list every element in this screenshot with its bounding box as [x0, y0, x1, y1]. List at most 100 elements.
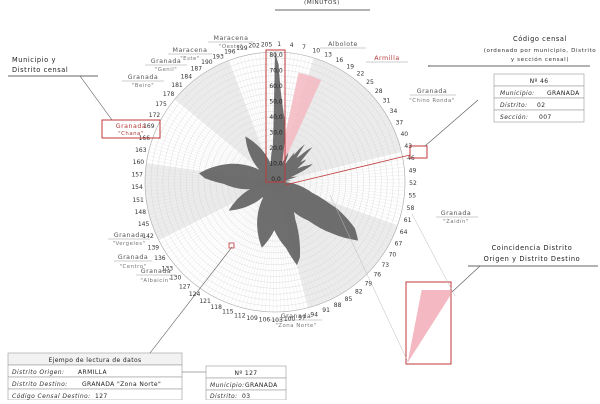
ring-number: 142	[142, 233, 154, 240]
ring-number: 82	[355, 289, 363, 296]
label-granada-chana-sub: "Chana"	[118, 131, 144, 137]
municipio-distrito-caption: Municipio y Distrito censal	[8, 56, 113, 121]
label-granada-albaicin-name: Granada	[141, 268, 172, 275]
ring-number: 58	[407, 205, 415, 212]
ejemplo-label-2: Distrito Destino:	[12, 381, 68, 388]
label-granada-beiro-sub: "Beiro"	[132, 83, 154, 89]
ring-number: 7	[302, 44, 306, 51]
codigo-censal-callout: Código censal (ordenado por municipio, D…	[428, 35, 597, 67]
ring-number: 64	[400, 229, 408, 236]
ring-number: 22	[357, 71, 365, 78]
ring-number: 118	[210, 304, 222, 311]
ring-number: 106	[259, 317, 271, 324]
ejemplo-value-1: ARMILLA	[78, 369, 107, 376]
ejemplo-value-2: GRANADA "Zona Norte"	[82, 381, 161, 388]
ring-number: 100	[284, 316, 296, 323]
ring-number: 184	[181, 73, 193, 80]
spoke	[274, 178, 406, 183]
spoke	[195, 181, 276, 286]
spoke	[274, 174, 405, 183]
label-granada-albaicin-sub: "Albaicín"	[140, 277, 171, 284]
codigo-censal-note-1: (ordenado por municipio, Distrito	[484, 48, 597, 54]
label-maracena-oeste-sub: "Oeste"	[219, 44, 243, 50]
spoke	[274, 143, 400, 183]
card-46-value-3: 007	[539, 114, 552, 121]
ejemplo-label-1: Distrito Origen:	[12, 369, 64, 376]
scale-label: 80,0	[269, 52, 283, 59]
ring-number: 31	[383, 98, 391, 105]
codigo-censal-note-2: y sección censal)	[511, 56, 569, 63]
label-granada-albaicin: Granada "Albaicín"	[136, 268, 176, 284]
card-127-label-2: Distrito:	[210, 393, 238, 400]
label-granada-chino-sub: "Chino Ronda"	[409, 98, 455, 104]
spoke	[274, 147, 401, 183]
label-armilla: Armilla	[366, 55, 408, 63]
data-polygon	[199, 52, 358, 266]
ring-number: 67	[395, 241, 403, 248]
coincidencia-line-1: Coincidencia Distrito	[492, 244, 573, 252]
scale-labels: 80,0 70,0 60,0 50,0 40,0 30,0 20,0 10,0 0,0	[269, 52, 283, 183]
scale-label: 20,0	[269, 145, 283, 152]
scale-label: 0,0	[271, 176, 281, 183]
label-granada-zona-norte-name: Granada	[281, 313, 312, 320]
municipio-line-2: Distrito censal	[12, 66, 68, 74]
ring-number: 130	[170, 275, 182, 282]
ejemplo-value-3: 127	[95, 393, 108, 400]
label-granada-vergeles: Granada "Vergeles"	[108, 232, 150, 247]
ring-number: 148	[135, 209, 147, 216]
ring-number: 28	[375, 88, 383, 95]
card-46-label-1: Municipio:	[500, 90, 535, 97]
ring-number: 205	[261, 41, 273, 48]
card-127-value-2: 03	[242, 393, 250, 400]
spoke	[274, 181, 405, 195]
scale-label: 30,0	[269, 130, 283, 137]
card-46-label-3: Sección:	[500, 114, 528, 121]
ring-number: 91	[322, 307, 330, 314]
ring-number: 196	[224, 49, 236, 56]
ring-number: 187	[191, 66, 203, 73]
scale-label: 70,0	[269, 68, 283, 75]
label-albolote-name: Albolote	[328, 41, 358, 48]
ring-number: 52	[409, 180, 417, 187]
ring-number: 151	[132, 197, 144, 204]
label-granada-zaidin: Granada "Zaidín"	[436, 210, 478, 225]
ring-number: 175	[155, 101, 167, 108]
ring-number: 40	[400, 131, 408, 138]
ring-number: 37	[396, 119, 404, 126]
card-46-value-2: 02	[537, 102, 545, 109]
card-46-label-2: Distrito:	[500, 102, 528, 109]
ring-number: 169	[143, 123, 155, 130]
label-granada-beiro-name: Granada	[128, 74, 159, 81]
card-46-number: Nº 46	[530, 78, 549, 85]
ring-number: 34	[390, 108, 398, 115]
ring-number: 19	[346, 63, 354, 70]
codigo-censal-title: Código censal	[513, 35, 567, 43]
label-granada-vergeles-name: Granada	[114, 232, 145, 239]
coincidencia-line-2: Origen y Distrito Destino	[484, 255, 581, 263]
ring-number: 94	[310, 311, 318, 318]
spoke	[274, 181, 405, 192]
spoke	[274, 181, 405, 188]
spoke	[274, 159, 404, 183]
ring-number: 70	[389, 252, 397, 259]
spoke	[274, 167, 405, 183]
marker-127	[228, 242, 235, 249]
ring-number: 13	[324, 52, 332, 59]
label-granada-zona-norte: Granada "Zona Norte"	[270, 313, 322, 329]
ring-number: 157	[131, 172, 143, 179]
ring-number: 79	[365, 281, 373, 288]
ring-number: 172	[149, 112, 161, 119]
scale-label: 10,0	[269, 161, 283, 168]
ring-number: 73	[381, 262, 389, 269]
ring-number: 133	[162, 265, 174, 272]
title-fragment: (MINUTOS)	[304, 0, 340, 6]
spoke	[172, 102, 276, 183]
ring-number: 4	[290, 42, 294, 49]
ring-number: 25	[366, 79, 374, 86]
ring-number: 88	[334, 302, 342, 309]
ring-number: 103	[271, 317, 283, 324]
ejemplo-table: Ejempo de lectura de datos Distrito Orig…	[7, 246, 233, 401]
ring-number: 16	[336, 57, 344, 64]
label-maracena-este-sub: "Este"	[180, 56, 200, 62]
